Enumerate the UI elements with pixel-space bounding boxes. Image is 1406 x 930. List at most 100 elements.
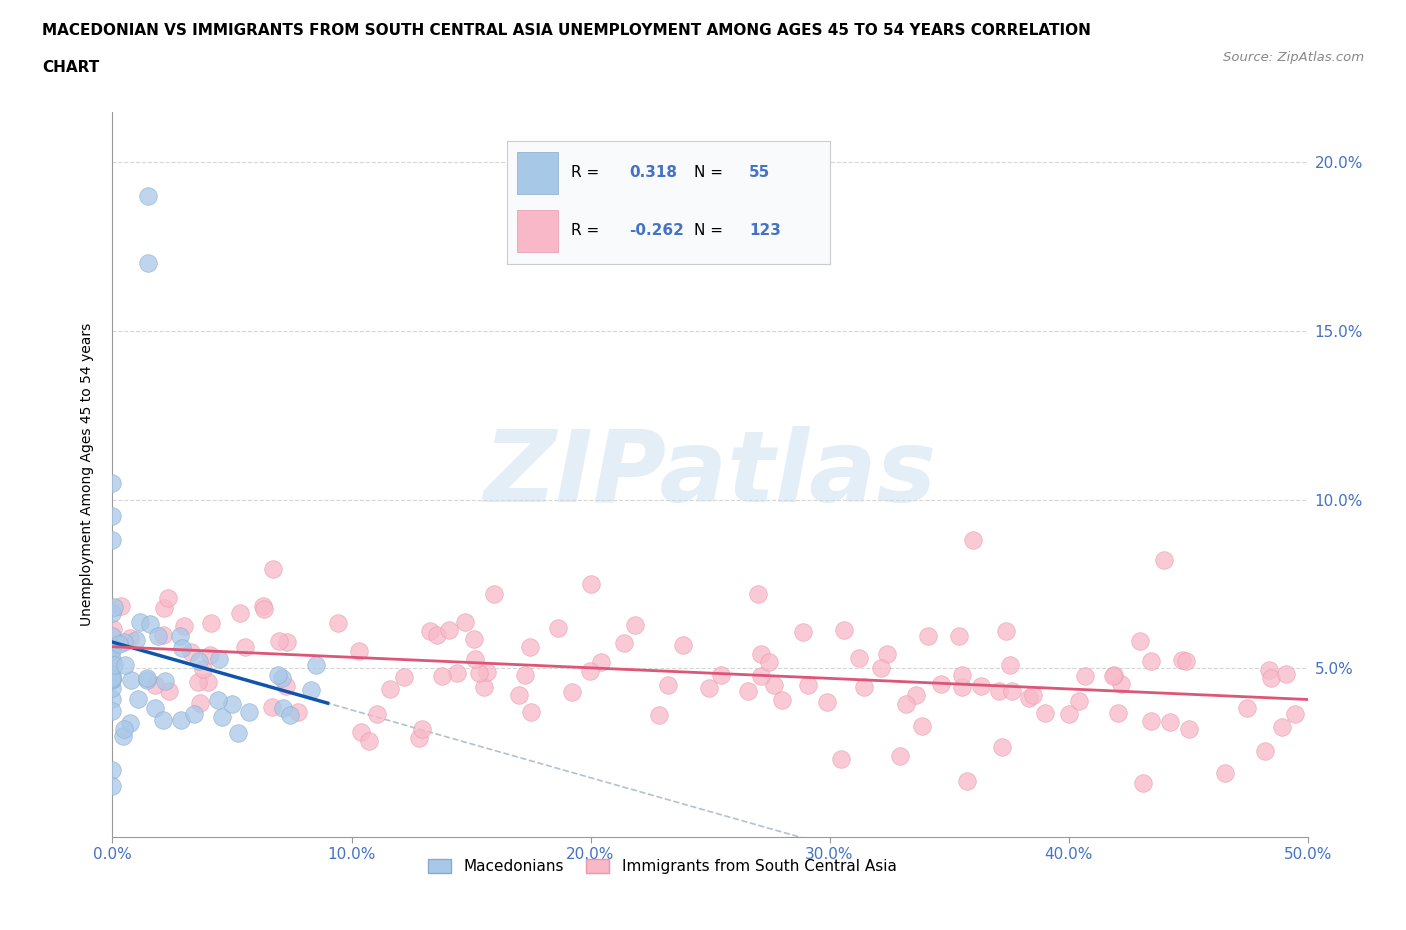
- Point: [326, 616, 349, 631]
- Point: [101, 475, 124, 490]
- Point: [262, 562, 284, 577]
- Text: Source: ZipAtlas.com: Source: ZipAtlas.com: [1223, 51, 1364, 64]
- Point: [101, 691, 124, 706]
- Point: [1109, 677, 1132, 692]
- Point: [508, 688, 530, 703]
- Point: [797, 678, 820, 693]
- Point: [229, 605, 252, 620]
- Point: [737, 684, 759, 698]
- Point: [1260, 671, 1282, 685]
- Point: [430, 669, 453, 684]
- Point: [101, 629, 124, 644]
- Point: [929, 677, 952, 692]
- Point: [193, 661, 215, 676]
- Point: [463, 631, 485, 646]
- Point: [672, 637, 695, 652]
- Point: [305, 658, 328, 672]
- Point: [454, 614, 477, 629]
- Point: [111, 728, 134, 743]
- Point: [211, 710, 233, 724]
- Point: [156, 591, 179, 605]
- Point: [170, 713, 193, 728]
- Point: [287, 705, 309, 720]
- Point: [848, 651, 870, 666]
- Point: [187, 654, 209, 669]
- Point: [464, 652, 486, 667]
- Point: [101, 533, 124, 548]
- Point: [419, 624, 441, 639]
- Point: [624, 618, 647, 632]
- Point: [1275, 666, 1298, 681]
- Point: [108, 636, 131, 651]
- Point: [950, 680, 973, 695]
- Point: [271, 700, 294, 715]
- Point: [274, 679, 297, 694]
- Point: [183, 707, 205, 722]
- Point: [472, 679, 495, 694]
- Point: [830, 751, 852, 766]
- Point: [221, 697, 243, 711]
- Point: [970, 679, 993, 694]
- Point: [1153, 553, 1175, 568]
- Point: [143, 677, 166, 692]
- Point: [815, 695, 838, 710]
- Point: [267, 668, 290, 683]
- Point: [269, 633, 291, 648]
- Point: [103, 621, 125, 636]
- Point: [889, 749, 911, 764]
- Point: [1254, 743, 1277, 758]
- Point: [101, 779, 124, 794]
- Point: [1102, 669, 1125, 684]
- Point: [138, 256, 160, 271]
- Point: [747, 587, 769, 602]
- Point: [950, 668, 973, 683]
- Point: [589, 655, 612, 670]
- Point: [520, 705, 543, 720]
- Point: [1236, 700, 1258, 715]
- Point: [238, 705, 260, 720]
- Point: [770, 693, 793, 708]
- Point: [468, 665, 491, 680]
- Point: [118, 716, 141, 731]
- Point: [101, 643, 124, 658]
- Point: [120, 631, 142, 645]
- Legend: Macedonians, Immigrants from South Central Asia: Macedonians, Immigrants from South Centr…: [422, 853, 903, 880]
- Point: [101, 606, 124, 621]
- Point: [197, 675, 219, 690]
- Point: [1140, 714, 1163, 729]
- Point: [146, 629, 169, 644]
- Point: [112, 721, 135, 736]
- Point: [426, 628, 449, 643]
- Point: [988, 683, 1011, 698]
- Point: [1001, 684, 1024, 698]
- Point: [120, 672, 142, 687]
- Point: [101, 651, 124, 666]
- Point: [152, 628, 174, 643]
- Point: [439, 622, 461, 637]
- Point: [1178, 722, 1201, 737]
- Point: [648, 707, 671, 722]
- Point: [101, 681, 124, 696]
- Point: [152, 712, 174, 727]
- Point: [253, 601, 276, 616]
- Point: [103, 658, 125, 672]
- Point: [749, 646, 772, 661]
- Point: [1021, 687, 1043, 702]
- Point: [198, 647, 221, 662]
- Point: [613, 635, 636, 650]
- Point: [366, 706, 388, 721]
- Point: [173, 618, 195, 633]
- Text: CHART: CHART: [42, 60, 100, 75]
- Point: [657, 678, 679, 693]
- Point: [101, 672, 124, 687]
- Point: [152, 601, 174, 616]
- Point: [1074, 669, 1097, 684]
- Point: [905, 687, 928, 702]
- Point: [299, 683, 322, 698]
- Point: [995, 623, 1018, 638]
- Point: [143, 700, 166, 715]
- Point: [547, 620, 569, 635]
- Point: [157, 684, 180, 698]
- Point: [271, 671, 294, 685]
- Point: [578, 663, 600, 678]
